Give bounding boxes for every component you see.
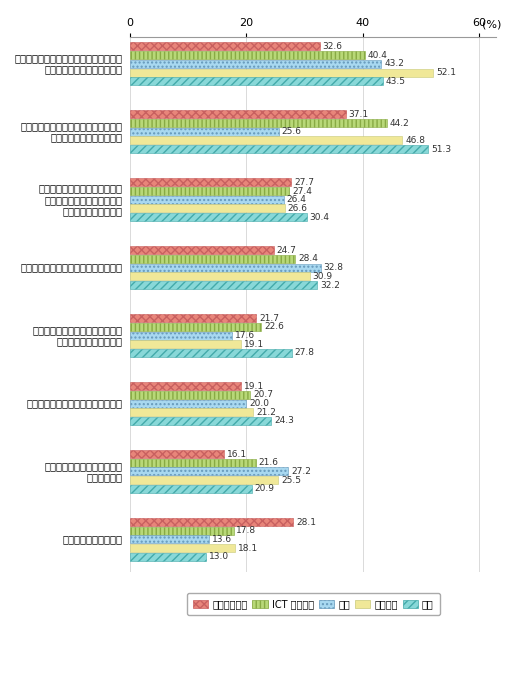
Bar <box>130 459 255 466</box>
Bar <box>130 323 262 331</box>
Text: 24.7: 24.7 <box>277 246 297 255</box>
Bar <box>130 553 205 561</box>
Bar <box>130 417 271 425</box>
Text: 13.0: 13.0 <box>209 552 229 561</box>
Bar <box>130 68 433 77</box>
Bar <box>130 255 295 263</box>
Text: 27.8: 27.8 <box>295 349 315 357</box>
Bar <box>130 332 232 340</box>
Text: 27.7: 27.7 <box>294 178 314 187</box>
Bar <box>130 399 246 408</box>
Text: 44.2: 44.2 <box>390 118 410 127</box>
Text: 16.1: 16.1 <box>227 450 247 458</box>
Text: 26.6: 26.6 <box>287 204 307 213</box>
Text: 32.6: 32.6 <box>322 42 342 51</box>
Text: 13.6: 13.6 <box>212 535 232 544</box>
Bar <box>130 51 365 59</box>
Bar <box>130 485 251 493</box>
Text: 21.2: 21.2 <box>256 408 276 417</box>
Text: 25.5: 25.5 <box>281 476 301 485</box>
Text: 28.4: 28.4 <box>298 255 318 263</box>
Text: 28.1: 28.1 <box>296 517 316 527</box>
Bar <box>130 527 233 535</box>
Text: 17.8: 17.8 <box>236 526 256 536</box>
Text: 51.3: 51.3 <box>431 145 452 154</box>
Bar <box>130 110 346 118</box>
Text: 43.5: 43.5 <box>386 77 406 86</box>
Text: (%): (%) <box>482 20 501 30</box>
Text: 22.6: 22.6 <box>264 322 284 332</box>
Text: 18.1: 18.1 <box>238 544 259 552</box>
Bar <box>130 60 381 68</box>
Bar <box>130 145 428 153</box>
Bar <box>130 263 321 271</box>
Bar <box>130 349 291 357</box>
Bar <box>130 408 253 416</box>
Text: 21.6: 21.6 <box>259 458 279 467</box>
Text: 20.0: 20.0 <box>249 399 269 408</box>
Text: 27.2: 27.2 <box>291 467 311 476</box>
Bar <box>130 391 250 399</box>
Text: 26.4: 26.4 <box>286 195 306 204</box>
Bar <box>130 204 285 213</box>
Bar <box>130 383 241 390</box>
Bar <box>130 314 256 322</box>
Legend: 上位レイヤー, ICT サービス, 通信, 通信機器, 端末: 上位レイヤー, ICT サービス, 通信, 通信機器, 端末 <box>187 593 440 615</box>
Bar <box>130 450 224 458</box>
Bar <box>130 281 317 289</box>
Text: 27.4: 27.4 <box>292 187 312 196</box>
Bar <box>130 187 289 195</box>
Bar <box>130 246 273 255</box>
Text: 20.7: 20.7 <box>253 391 273 399</box>
Text: 25.6: 25.6 <box>282 127 302 136</box>
Bar <box>130 272 310 280</box>
Text: 17.6: 17.6 <box>235 331 255 340</box>
Bar <box>130 196 284 204</box>
Text: 43.2: 43.2 <box>384 60 404 68</box>
Bar <box>130 544 235 552</box>
Bar <box>130 119 387 127</box>
Text: 30.9: 30.9 <box>313 272 333 281</box>
Text: 19.1: 19.1 <box>244 340 264 349</box>
Bar <box>130 341 241 348</box>
Bar <box>130 178 291 186</box>
Text: 24.3: 24.3 <box>274 416 294 425</box>
Text: 32.2: 32.2 <box>320 280 340 290</box>
Bar <box>130 128 279 136</box>
Bar <box>130 468 288 475</box>
Bar <box>130 536 209 544</box>
Text: 20.9: 20.9 <box>254 484 274 494</box>
Bar <box>130 77 383 85</box>
Text: 46.8: 46.8 <box>405 136 425 145</box>
Text: 37.1: 37.1 <box>349 110 369 119</box>
Bar <box>130 476 278 484</box>
Text: 21.7: 21.7 <box>259 313 279 323</box>
Text: 32.8: 32.8 <box>323 263 344 272</box>
Bar <box>130 213 307 221</box>
Text: 19.1: 19.1 <box>244 382 264 391</box>
Text: 30.4: 30.4 <box>310 213 330 221</box>
Bar <box>130 518 294 526</box>
Text: 52.1: 52.1 <box>436 68 456 77</box>
Bar <box>130 137 402 144</box>
Bar <box>130 43 320 51</box>
Text: 40.4: 40.4 <box>368 51 388 60</box>
